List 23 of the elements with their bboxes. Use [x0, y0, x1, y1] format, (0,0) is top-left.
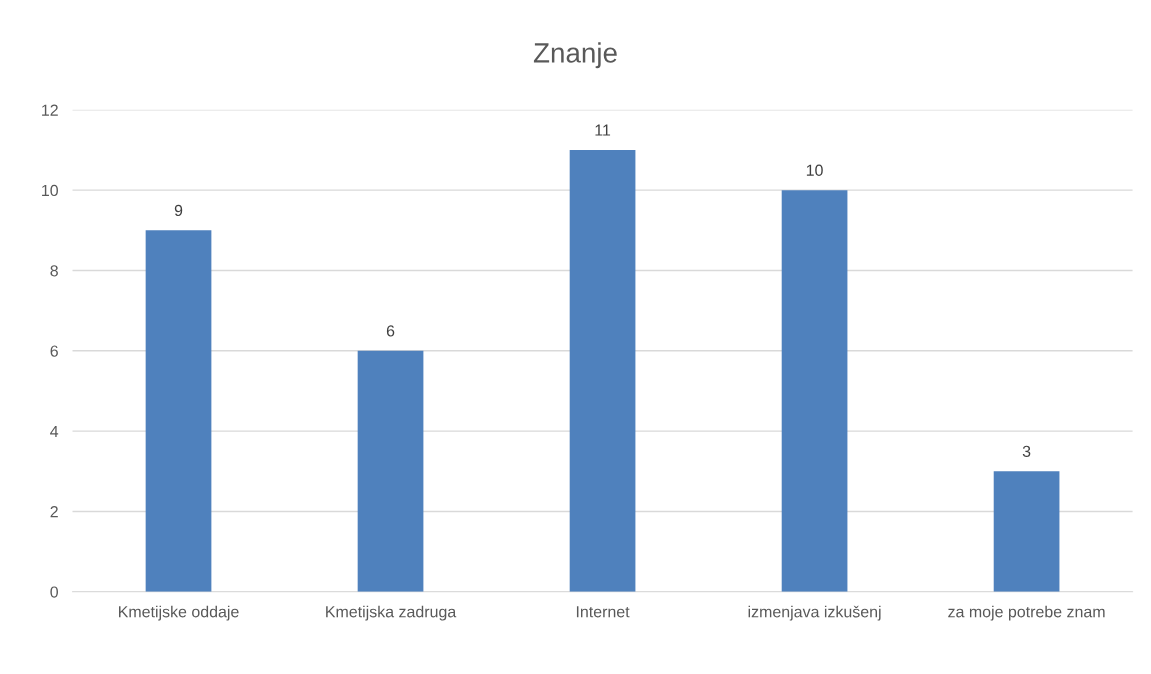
bar [145, 230, 212, 592]
x-tick-label: Kmetijske oddaje [119, 605, 239, 621]
data-label: 11 [595, 124, 611, 136]
bar [569, 150, 636, 592]
y-tick-label: 0 [50, 586, 58, 598]
y-tick-label: 8 [50, 265, 58, 277]
bar [357, 350, 424, 592]
x-tick-label: izmenjava izkušenj [748, 605, 881, 621]
x-tick-label: Internet [576, 606, 630, 618]
y-tick-label: 10 [42, 184, 58, 197]
bar [993, 471, 1060, 592]
bar [781, 190, 848, 592]
y-tick-label: 12 [42, 104, 58, 116]
y-tick-label: 6 [50, 345, 58, 357]
y-tick-label: 2 [50, 506, 58, 518]
data-label: 10 [806, 164, 823, 176]
data-label: 6 [386, 325, 395, 337]
y-tick-label: 4 [50, 425, 59, 437]
data-label: 9 [174, 204, 183, 217]
chart-title: Znanje [533, 42, 617, 69]
data-label: 3 [1022, 445, 1031, 458]
x-tick-label: Kmetijska zadruga [326, 605, 457, 621]
x-tick-label: za moje potrebe znam [948, 605, 1105, 621]
